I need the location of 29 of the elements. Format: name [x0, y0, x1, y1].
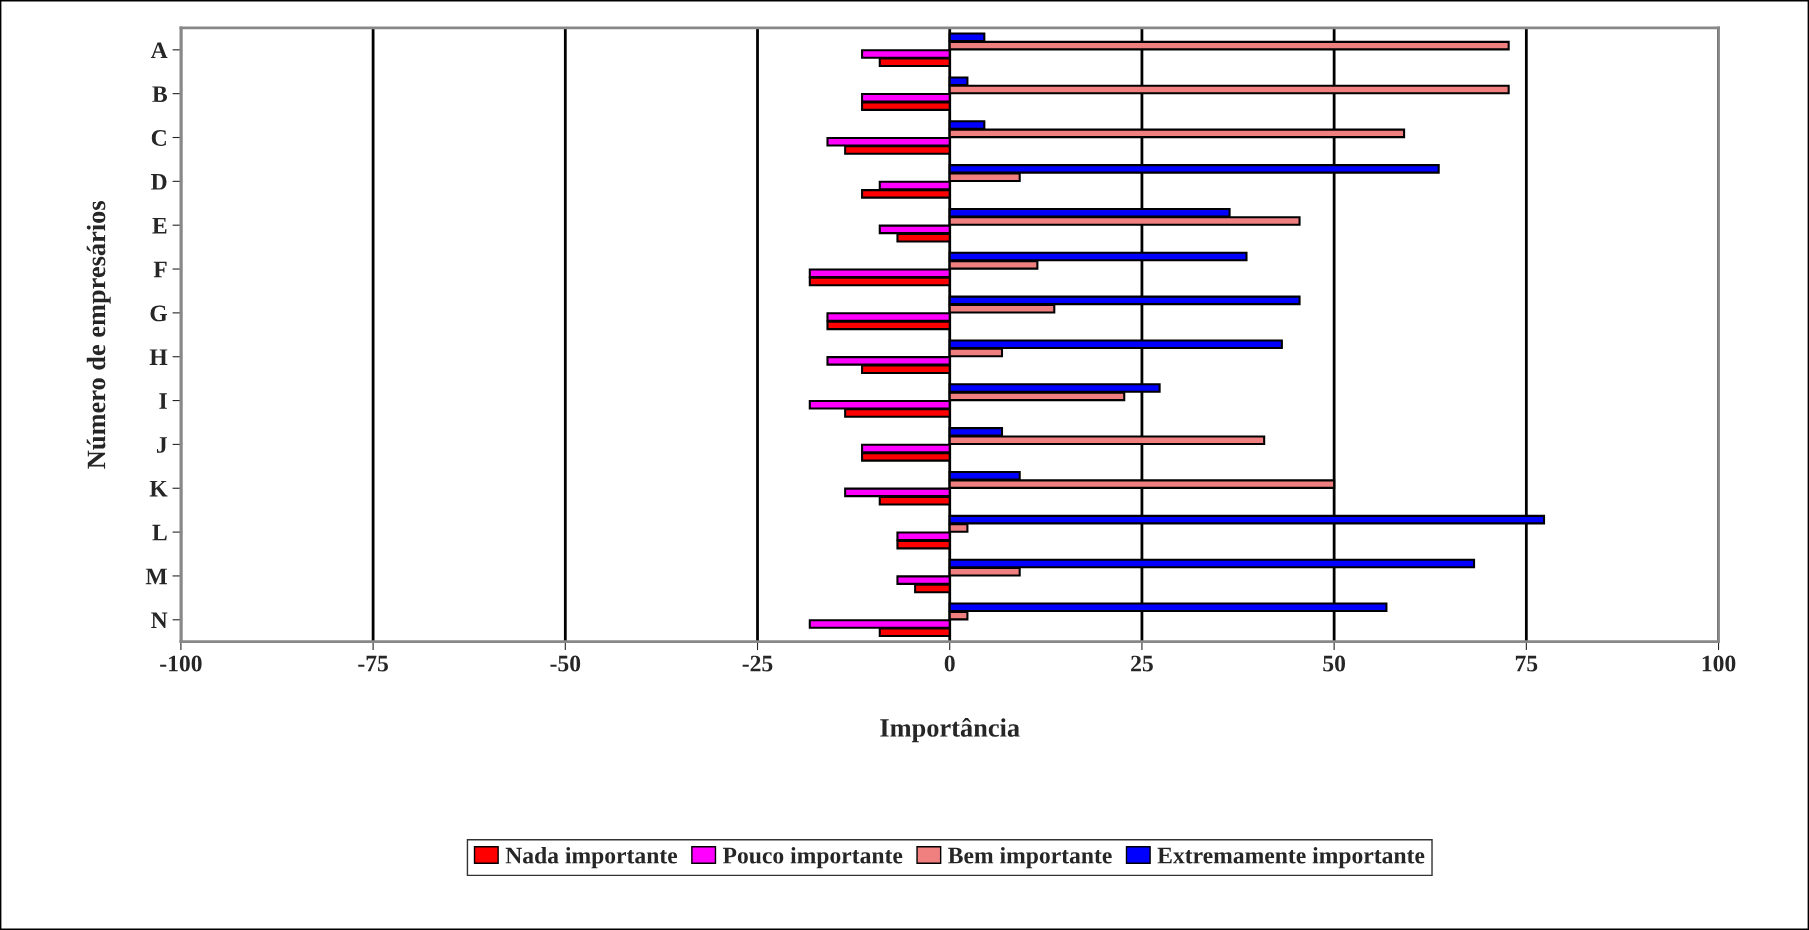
x-tick-label: -75	[358, 655, 388, 672]
y-tick-label: L	[152, 524, 167, 541]
y-tick-label: I	[159, 393, 167, 409]
y-tick-label: A	[150, 42, 168, 59]
y-tick-label: D	[151, 174, 167, 190]
x-tick-label: -25	[742, 655, 773, 672]
y-tick-label: F	[153, 261, 167, 278]
y-tick-label: H	[149, 349, 168, 365]
y-tick-label: B	[152, 86, 168, 102]
y-tick-label: J	[156, 437, 168, 453]
x-tick-label: -50	[550, 655, 581, 672]
y-axis-title: Número de empresários	[86, 201, 111, 469]
y-tick-label: K	[149, 480, 168, 497]
y-tick-label: N	[151, 612, 168, 628]
x-axis-title: Importância	[880, 717, 1020, 743]
y-tick-label: E	[152, 217, 167, 234]
legend-label: Pouco importante	[722, 846, 903, 869]
x-tick-label: 75	[1515, 655, 1538, 672]
y-tick-label: M	[145, 568, 168, 585]
legend-label: Bem importante	[948, 846, 1112, 869]
x-tick-label: 50	[1323, 655, 1346, 672]
y-tick-label: G	[150, 305, 168, 322]
x-tick-label: 0	[944, 655, 955, 672]
x-tick-label: -100	[160, 655, 202, 672]
x-tick-label: 100	[1702, 655, 1736, 672]
x-tick-label: 25	[1131, 655, 1153, 672]
legend-label: Nada importante	[505, 846, 678, 869]
y-tick-label: C	[151, 130, 166, 146]
legend-label: Extremamente importante	[1157, 846, 1425, 869]
